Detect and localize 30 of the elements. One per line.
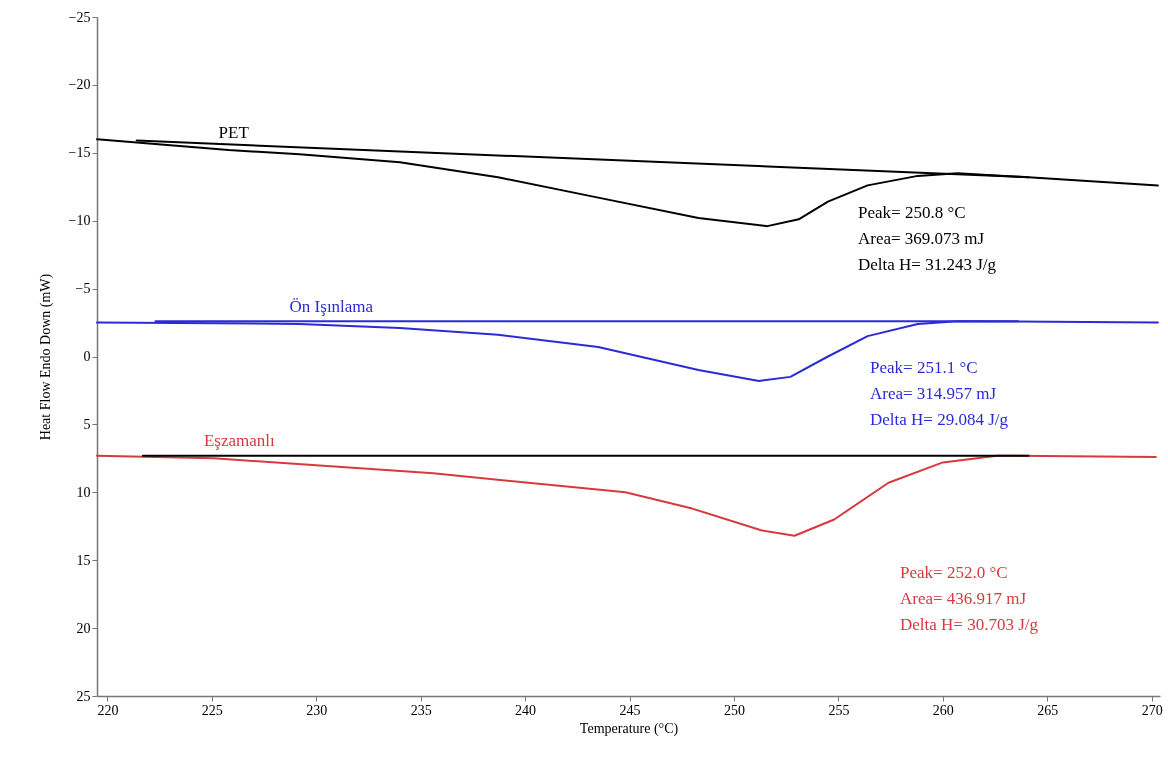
y-tick-label: 5 [83, 416, 91, 432]
x-tick-label: 225 [201, 702, 223, 718]
x-tick-label: 230 [306, 702, 328, 718]
y-tick-label: 20 [76, 620, 91, 636]
series-label: Eşzamanlı [203, 431, 276, 451]
y-tick-label: −20 [68, 77, 91, 93]
x-tick-label: 265 [1037, 702, 1059, 718]
x-tick-label: 245 [619, 702, 641, 718]
y-tick-label: 0 [83, 349, 91, 364]
x-tick-label: 240 [515, 702, 537, 718]
annotation: Peak= 250.8 °C Area= 369.073 mJ Delta H= 31.243 J/g [858, 203, 997, 274]
x-tick-label: 220 [97, 702, 119, 718]
annotation: Peak= 252.0 °C Area= 436.917 mJ Delta H= 30.703 J/g [900, 563, 1039, 634]
y-axis-title: Heat Flow Endo Down (mW) [37, 273, 54, 441]
x-tick-label: 270 [1141, 702, 1163, 718]
y-tick-label: −25 [68, 9, 91, 25]
x-tick-label: 250 [723, 702, 745, 718]
y-tick-label: −10 [68, 213, 91, 229]
y-tick-label: 25 [76, 688, 91, 704]
y-tick-label: 10 [76, 484, 91, 500]
x-tick-label: 255 [828, 702, 850, 718]
y-tick-label: −5 [75, 281, 91, 297]
y-tick-label: −15 [68, 145, 91, 161]
x-axis-title: Temperature (°C) [579, 720, 679, 737]
y-tick-label: 15 [76, 552, 91, 568]
x-tick-label: 235 [410, 702, 432, 718]
series-label: Ön Işınlama [289, 296, 374, 316]
x-tick-label: 260 [932, 702, 954, 718]
series-label: PET [218, 123, 250, 143]
annotation: Peak= 251.1 °C Area= 314.957 mJ Delta H= 29.084 J/g [870, 358, 1009, 429]
